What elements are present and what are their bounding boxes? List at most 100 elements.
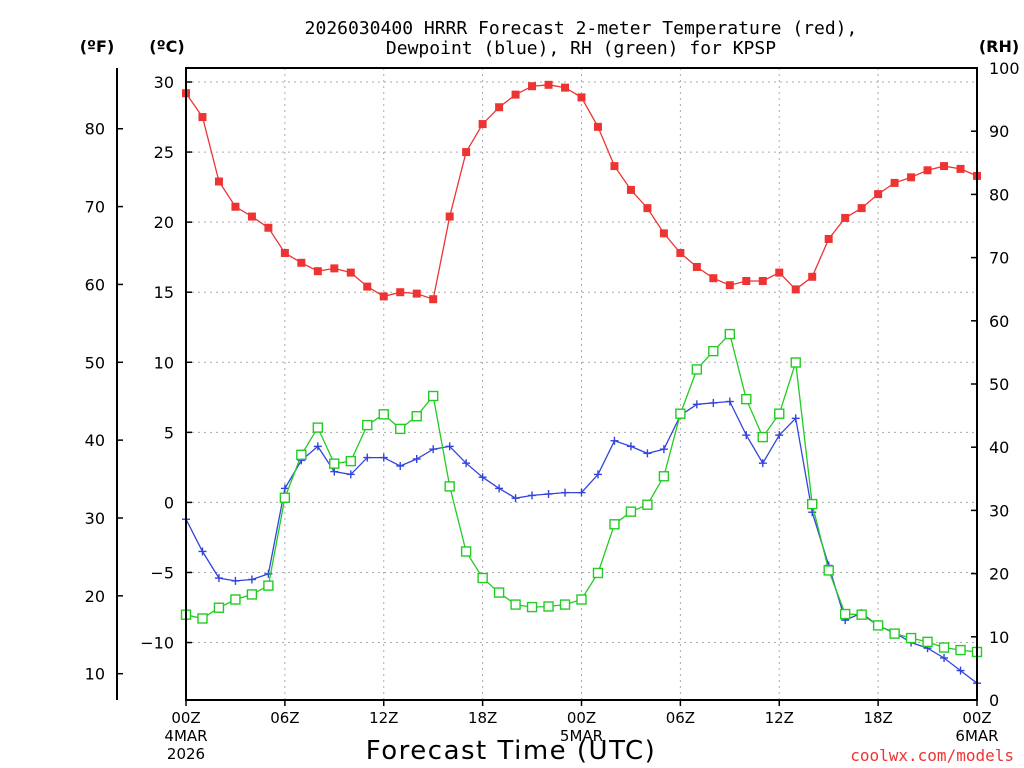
dewpoint-point [643, 449, 652, 458]
dewpoint-point [758, 459, 767, 468]
temperature-point [709, 274, 718, 283]
rh-point [872, 620, 884, 631]
dewpoint-point [725, 397, 734, 406]
temperature-point [330, 264, 339, 273]
x-tick-date-label: 4MAR [164, 727, 207, 745]
grid [186, 68, 977, 700]
x-tick-label: 00Z [171, 709, 200, 727]
temperature-point [462, 148, 471, 157]
dewpoint-point [379, 453, 388, 462]
temperature-point [396, 288, 405, 297]
temperature-point [280, 248, 289, 257]
x-tick-label: 00Z [567, 709, 596, 727]
fahrenheit-tick-label: 20 [85, 587, 105, 606]
dewpoint-point [544, 490, 553, 499]
dewpoint-point [659, 445, 668, 454]
x-tick-label: 06Z [666, 709, 695, 727]
celsius-tick-label: 25 [154, 143, 174, 162]
temperature-point [528, 82, 537, 91]
rh-point [213, 602, 225, 613]
temperature-point [198, 113, 207, 122]
rh-point [889, 628, 900, 639]
temperature-point [495, 103, 504, 112]
temperature-point [412, 289, 421, 298]
temperature-point [346, 268, 355, 277]
rh-point [757, 431, 768, 443]
credit-label: coolwx.com/models [850, 746, 1014, 765]
unit-fahrenheit-label: (ºF) [80, 37, 115, 56]
dewpoint-point [610, 436, 619, 445]
rh-point [362, 419, 373, 431]
fahrenheit-tick-label: 70 [85, 198, 105, 217]
celsius-tick-label: −10 [140, 634, 174, 653]
dewpoint-point [231, 576, 240, 585]
fahrenheit-tick-label: 30 [85, 509, 105, 528]
rh-point [774, 408, 785, 419]
celsius-tick-label: 15 [154, 283, 174, 302]
x-tick-year-label: 2026 [167, 745, 205, 763]
temperature-point [593, 122, 602, 131]
dewpoint-point [313, 442, 322, 451]
plot-frame [185, 67, 978, 701]
temperature-point [857, 204, 866, 213]
x-tick-label: 18Z [863, 709, 892, 727]
rh-point [955, 644, 966, 656]
temperature-point [297, 258, 306, 267]
x-tick-date-label: 5MAR [560, 727, 603, 745]
temperature-point [775, 268, 784, 277]
rh-point [807, 498, 818, 510]
temperature-point [379, 292, 388, 301]
dewpoint-point [247, 575, 256, 584]
rh-tick-label: 50 [989, 375, 1009, 394]
x-tick-label: 00Z [962, 709, 991, 727]
dewpoint-point [593, 470, 602, 479]
dewpoint-point [198, 547, 207, 556]
unit-rh-label: (RH) [979, 37, 1019, 56]
dewpoint-point [775, 431, 784, 440]
dewpoint-point [709, 398, 718, 407]
temperature-point [923, 166, 932, 175]
dewpoint-point [940, 653, 949, 662]
temperature-point [940, 162, 949, 171]
rh-point [345, 455, 356, 467]
rh-point [493, 587, 505, 598]
rh-tick-label: 20 [989, 565, 1009, 584]
rh-point [741, 393, 752, 405]
dewpoint-point [495, 484, 504, 493]
axes [116, 67, 978, 706]
rh-tick-label: 70 [989, 249, 1009, 268]
chart-title: 2026030400 HRRR Forecast 2-meter Tempera… [305, 18, 858, 39]
dewpoint-point [561, 488, 570, 497]
rh-point [691, 364, 703, 375]
rh-point [609, 519, 620, 530]
fahrenheit-tick-label: 50 [85, 353, 105, 372]
temperature-point [429, 295, 438, 304]
temperature-point [478, 120, 487, 129]
dewpoint-point [577, 488, 586, 497]
rh-tick-label: 10 [989, 628, 1009, 647]
dewpoint-point [626, 442, 635, 451]
dewpoint-point [396, 461, 405, 470]
rh-tick-label: 0 [989, 691, 999, 710]
temperature-point [841, 213, 850, 222]
rh-point [329, 458, 340, 469]
rh-point [444, 481, 455, 492]
x-tick-label: 12Z [369, 709, 398, 727]
dewpoint-point [363, 453, 372, 462]
rh-point [790, 357, 801, 368]
rh-point [246, 589, 258, 600]
rh-point [823, 565, 834, 576]
temperature-point [313, 267, 322, 276]
rh-point [526, 601, 538, 613]
celsius-tick-label: −5 [150, 563, 174, 582]
rh-point [543, 601, 554, 612]
unit-celsius-label: (ºC) [149, 37, 184, 56]
rh-point [592, 567, 604, 579]
rh-tick-label: 100 [989, 59, 1020, 78]
rh-point [708, 345, 719, 357]
temperature-point [824, 234, 833, 243]
celsius-tick-label: 30 [154, 73, 174, 92]
celsius-tick-label: 0 [164, 493, 174, 512]
celsius-tick-label: 20 [154, 213, 174, 232]
